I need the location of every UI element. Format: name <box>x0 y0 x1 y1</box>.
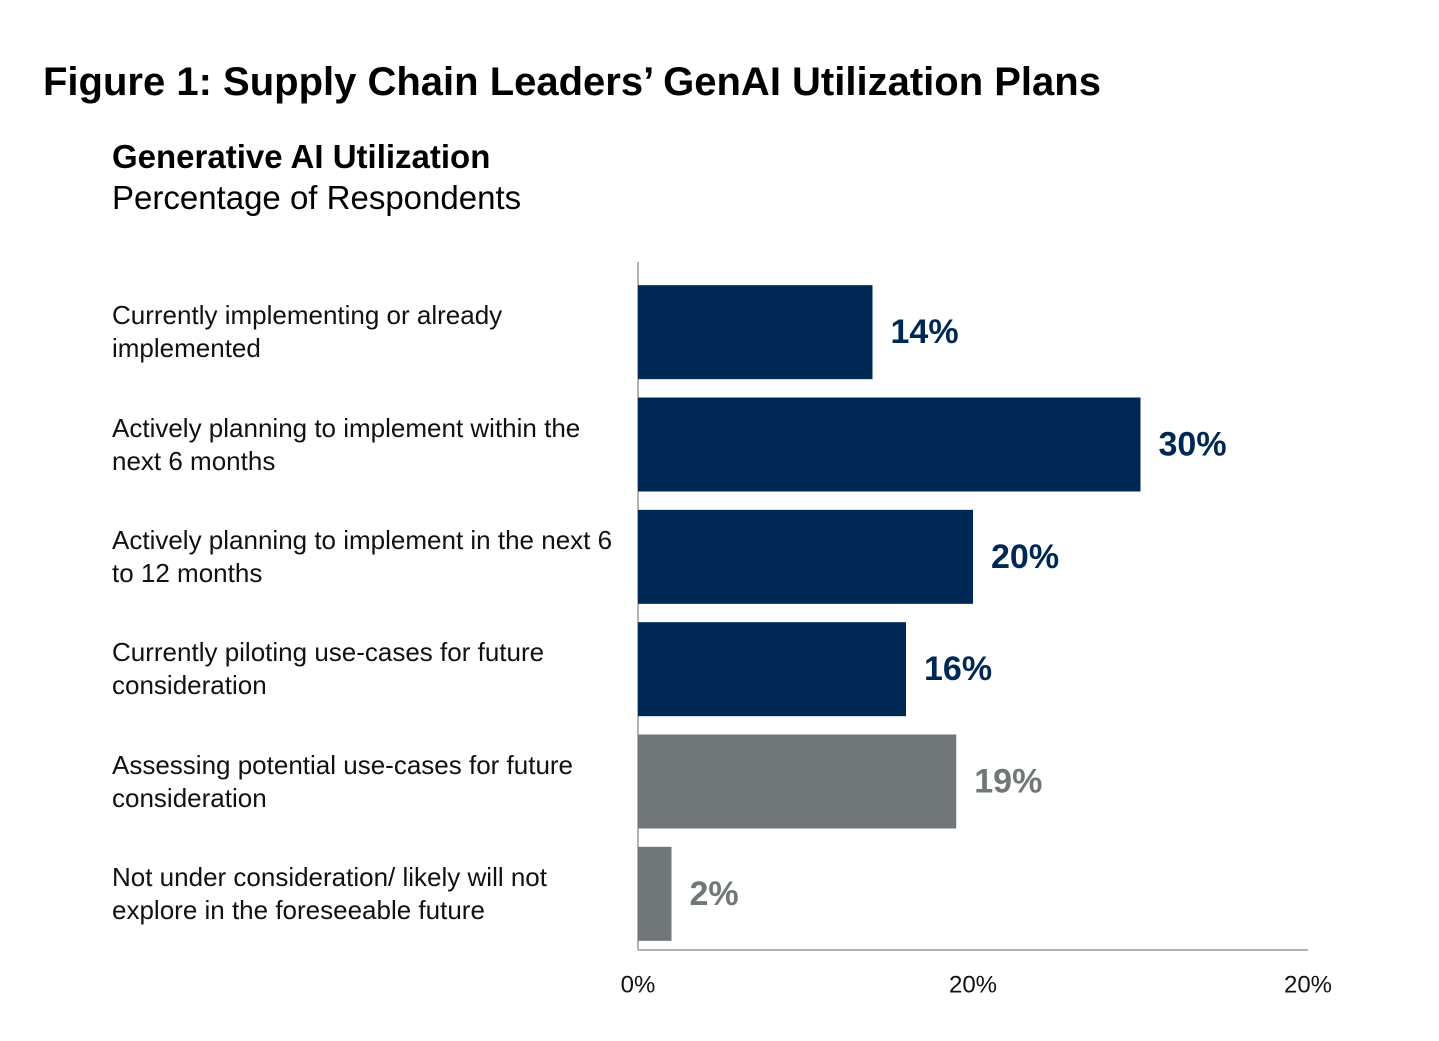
value-label: 20% <box>991 538 1059 576</box>
bar <box>638 285 873 380</box>
bar <box>638 734 957 829</box>
value-label: 19% <box>974 762 1042 800</box>
x-tick-label: 0% <box>621 971 656 998</box>
bar <box>638 509 973 604</box>
chart-subtitle: Generative AI Utilization <box>112 138 491 175</box>
category-label: Not under consideration/ likely will not… <box>112 861 547 925</box>
category-label: Assessing potential use-cases for future… <box>112 749 574 813</box>
value-label: 30% <box>1159 425 1227 463</box>
axis-label: Percentage of Respondents <box>112 179 522 216</box>
bar <box>638 397 1141 492</box>
value-label: 14% <box>891 313 959 351</box>
bar <box>638 622 906 717</box>
bar <box>638 846 672 941</box>
category-label: Actively planning to implement in the ne… <box>112 524 613 588</box>
x-tick-label: 20% <box>949 971 997 998</box>
category-label: Actively planning to implement within th… <box>112 412 581 476</box>
value-label: 16% <box>924 650 992 688</box>
category-label: Currently piloting use-cases for future … <box>112 637 545 701</box>
value-label: 2% <box>690 875 739 913</box>
figure-title: Figure 1: Supply Chain Leaders’ GenAI Ut… <box>43 60 1101 104</box>
category-label: Currently implementing or already implem… <box>112 300 503 364</box>
x-tick-label: 20% <box>1284 971 1332 998</box>
